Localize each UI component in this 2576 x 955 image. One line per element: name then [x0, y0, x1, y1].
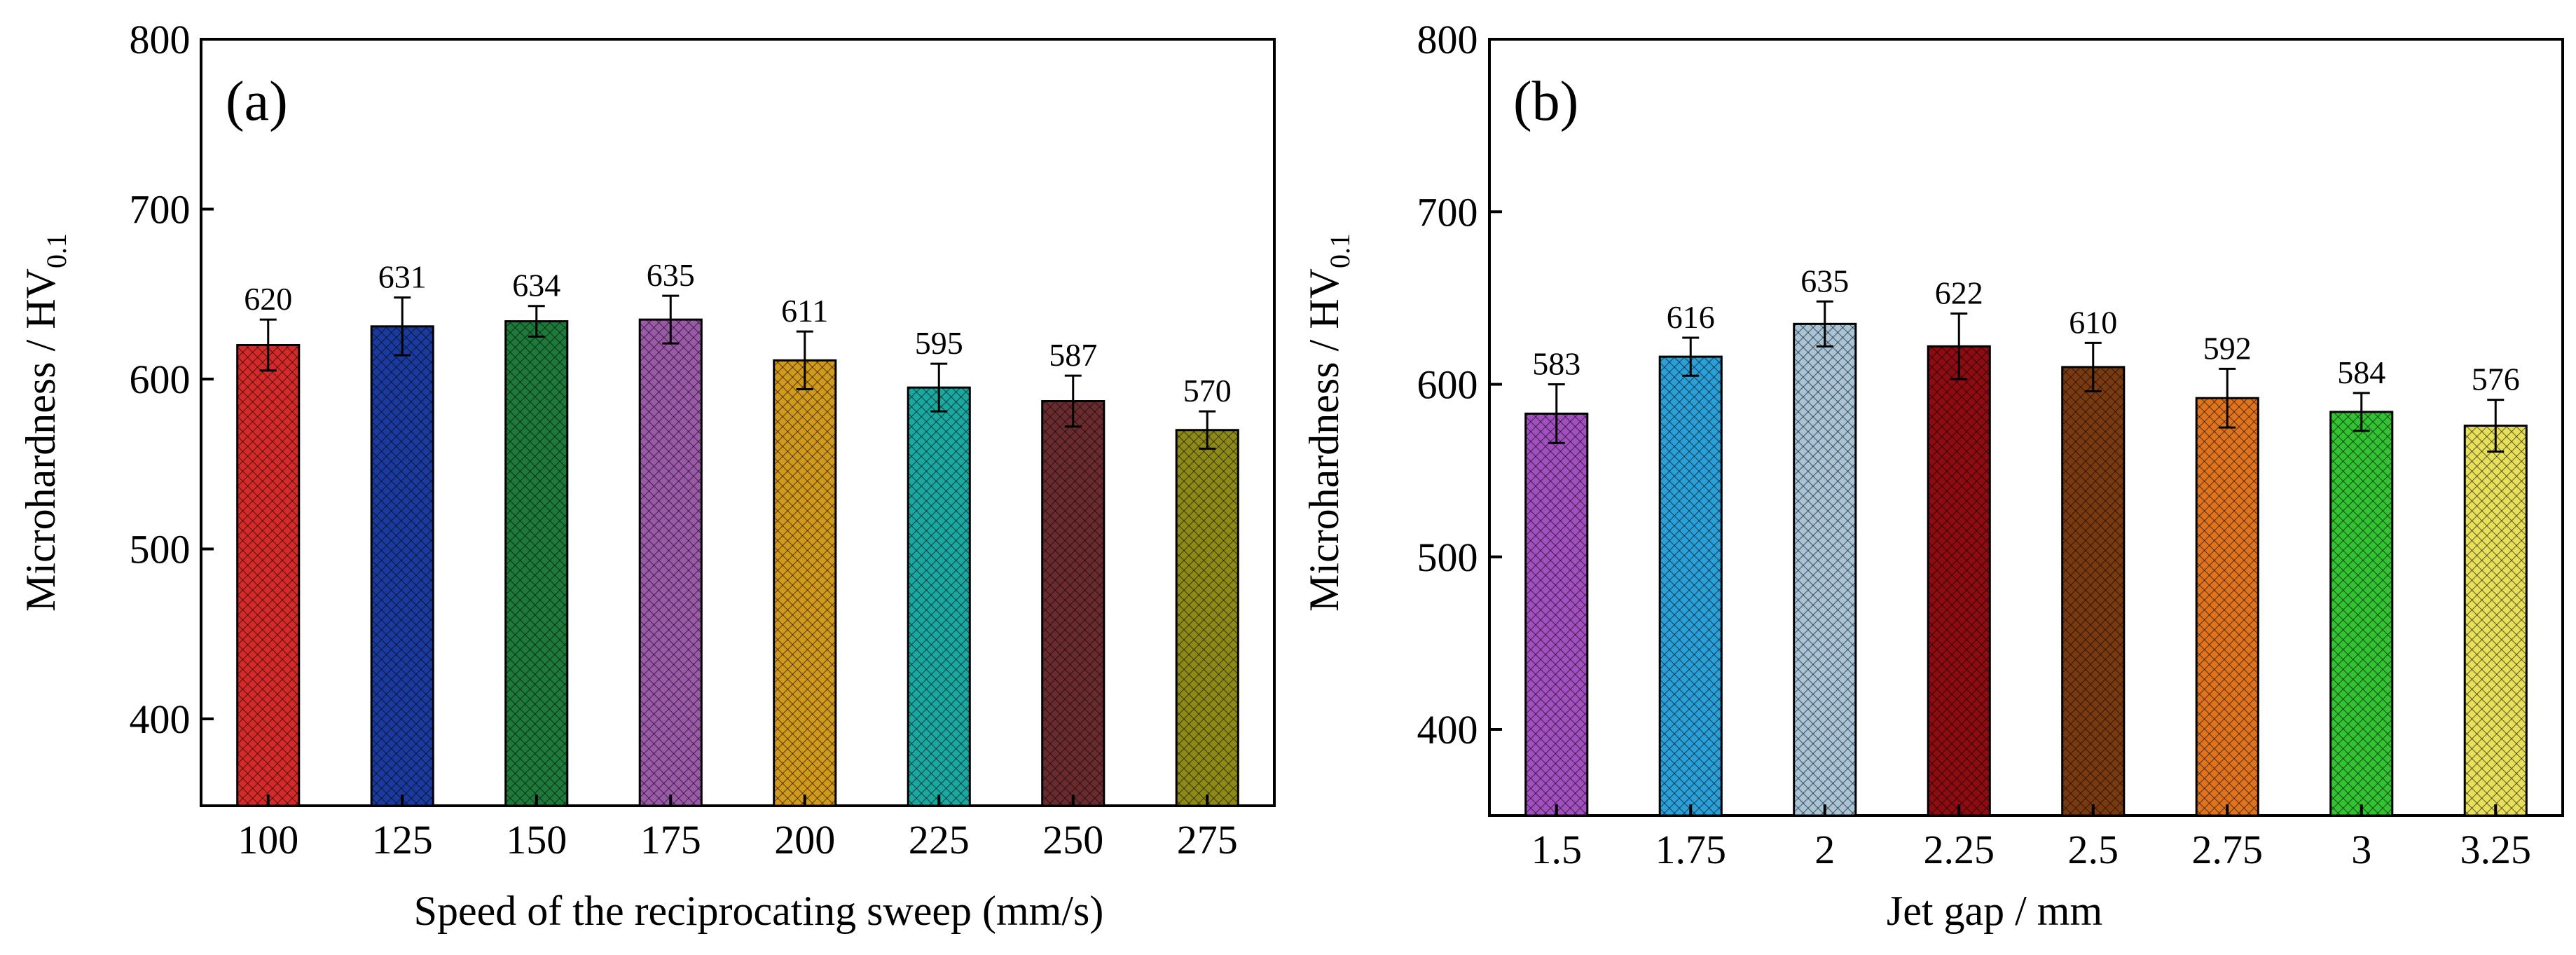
value-label-a-200: 611	[781, 293, 828, 329]
x-tick-label-a-175: 175	[640, 817, 701, 863]
panel-label-b: (b)	[1513, 71, 1578, 132]
bar-a-250	[1041, 400, 1106, 807]
value-label-a-225: 595	[915, 325, 963, 361]
value-label-b-2: 635	[1800, 263, 1849, 298]
x-tick-label-a-275: 275	[1177, 817, 1238, 863]
error-bar-b-2.5	[2084, 341, 2102, 392]
y-tick-label-b-600: 600	[1417, 362, 1478, 408]
value-label-b-2.25: 622	[1935, 275, 1983, 311]
value-label-a-175: 635	[647, 257, 695, 293]
error-bar-a-175	[662, 294, 680, 345]
bar-b-2.5	[2061, 366, 2126, 817]
error-bar-b-2.25	[1950, 312, 1968, 380]
error-bar-a-200	[796, 330, 813, 391]
y-axis-label-b-sub: 0.1	[1324, 233, 1356, 268]
error-bar-a-150	[528, 305, 545, 338]
x-tick-label-a-225: 225	[909, 817, 970, 863]
error-bar-a-250	[1064, 374, 1082, 428]
value-label-a-275: 570	[1183, 373, 1232, 408]
x-tick-label-b-3.25: 3.25	[2460, 827, 2532, 872]
bar-a-275	[1175, 429, 1239, 807]
bar-a-200	[773, 359, 837, 807]
value-label-b-1.5: 583	[1532, 346, 1580, 382]
error-bar-a-225	[930, 362, 948, 413]
y-tick-label-a-500: 500	[130, 527, 191, 572]
bar-b-3.25	[2463, 425, 2528, 817]
x-tick-label-b-2.25: 2.25	[1924, 827, 1995, 872]
plot-frame-b	[1488, 38, 2564, 817]
value-label-a-250: 587	[1049, 337, 1097, 373]
plot-frame-a	[200, 38, 1276, 807]
value-label-b-2.75: 592	[2203, 330, 2252, 366]
x-tick-label-a-250: 250	[1042, 817, 1103, 863]
x-tick-label-a-125: 125	[372, 817, 433, 863]
y-tick-label-a-700: 700	[130, 187, 191, 233]
bar-b-2	[1793, 322, 1857, 817]
error-bar-b-1.75	[1682, 336, 1700, 377]
error-bar-b-1.5	[1548, 383, 1565, 444]
x-tick-label-a-100: 100	[237, 817, 298, 863]
bar-b-3	[2329, 411, 2394, 817]
error-bar-b-3.25	[2487, 399, 2505, 453]
y-tick-label-b-700: 700	[1417, 189, 1478, 235]
x-tick-label-b-1.5: 1.5	[1531, 827, 1583, 872]
y-tick-label-a-800: 800	[130, 17, 191, 62]
y-tick-label-b-500: 500	[1417, 535, 1478, 580]
bar-a-150	[504, 320, 569, 807]
bar-b-2.25	[1927, 345, 1991, 817]
y-tick-label-a-600: 600	[130, 357, 191, 402]
y-tick-label-b-800: 800	[1417, 17, 1478, 62]
x-tick-label-b-2.5: 2.5	[2068, 827, 2119, 872]
chart-panel-a: (a) 400 500 600 700 800 620 100 631 125 634 150 63…	[18, 17, 1276, 934]
value-label-a-125: 631	[378, 259, 427, 295]
x-tick-label-b-2: 2	[1814, 827, 1835, 872]
value-label-b-1.75: 616	[1667, 299, 1715, 335]
panel-label-a: (a)	[226, 71, 288, 132]
error-bar-a-100	[259, 318, 277, 372]
value-label-a-100: 620	[244, 281, 292, 317]
bar-a-175	[638, 318, 703, 807]
bar-a-125	[370, 325, 434, 807]
x-tick-label-a-150: 150	[506, 817, 567, 863]
x-tick-label-b-2.75: 2.75	[2192, 827, 2264, 872]
y-axis-label-a: Microhardness / HV0.1	[18, 233, 72, 612]
y-axis-label-a-sub: 0.1	[41, 233, 72, 268]
value-label-a-150: 634	[512, 268, 560, 303]
error-bar-b-3	[2353, 392, 2370, 432]
y-tick-label-b-400: 400	[1417, 707, 1478, 753]
bar-b-1.5	[1524, 412, 1589, 817]
bar-a-225	[907, 386, 971, 807]
y-axis-label-b: Microhardness / HV0.1	[1301, 233, 1356, 612]
error-bar-a-275	[1199, 410, 1216, 450]
x-axis-label-b: Jet gap / mm	[1887, 888, 2102, 934]
error-bar-b-2.75	[2219, 367, 2236, 429]
error-bar-a-125	[394, 296, 411, 357]
y-axis-label-b-main: Microhardness / HV	[1301, 268, 1347, 612]
bar-b-2.75	[2195, 397, 2259, 817]
bar-a-100	[236, 344, 301, 807]
y-axis-label-a-main: Microhardness / HV	[18, 268, 64, 612]
y-tick-label-a-400: 400	[130, 696, 191, 742]
x-tick-label-b-1.75: 1.75	[1655, 827, 1727, 872]
chart-panel-b: (b) 400 500 600 700 800 583 1.5 616 1.75 635 2 622…	[1301, 17, 2564, 934]
x-tick-label-b-3: 3	[2351, 827, 2371, 872]
error-bar-b-2	[1816, 300, 1833, 348]
value-label-b-3.25: 576	[2472, 362, 2520, 397]
value-label-b-3: 584	[2337, 355, 2385, 390]
x-axis-label-a: Speed of the reciprocating sweep (mm/s)	[414, 888, 1104, 934]
x-tick-label-a-200: 200	[774, 817, 835, 863]
value-label-b-2.5: 610	[2069, 304, 2117, 340]
bar-b-1.75	[1658, 355, 1723, 817]
